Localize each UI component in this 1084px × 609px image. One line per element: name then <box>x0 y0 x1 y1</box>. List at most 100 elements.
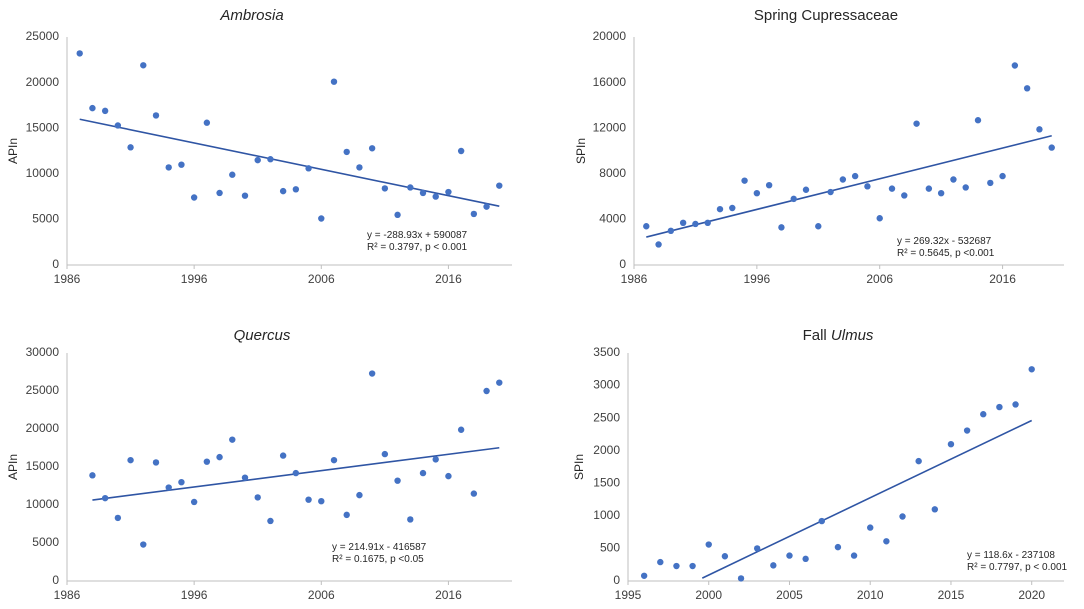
data-point <box>381 185 389 192</box>
data-point <box>815 223 822 230</box>
y-tick-label: 0 <box>52 257 59 271</box>
data-point <box>790 195 797 203</box>
chart-title: Quercus <box>234 327 291 344</box>
x-tick-label: 2016 <box>989 272 1016 286</box>
y-tick-label: 3500 <box>593 345 620 359</box>
data-point <box>165 484 172 491</box>
regression-annotation: y = -288.93x + 590087 <box>367 230 468 241</box>
chart-panel-3: Quercus 0 5000 10000 15000 20000 25000 30000 198… <box>6 327 512 602</box>
data-point <box>318 215 325 222</box>
data-point <box>241 192 249 199</box>
regression-annotation: y = 118.6x - 237108 <box>967 550 1055 561</box>
data-point <box>292 469 300 477</box>
y-axis-label: APIn <box>6 138 20 164</box>
regression-annotation: y = 214.91x - 416587 <box>332 542 427 553</box>
data-point <box>203 119 211 126</box>
chart-title: Fall Ulmus <box>803 327 874 344</box>
y-tick-label: 1500 <box>593 475 620 489</box>
data-point <box>925 185 933 192</box>
data-point <box>279 187 287 195</box>
data-point <box>407 184 414 191</box>
data-point <box>950 176 957 183</box>
data-point <box>1036 126 1043 133</box>
data-point <box>330 456 338 464</box>
data-point <box>229 171 236 178</box>
data-point <box>394 477 401 484</box>
data-point <box>356 491 363 499</box>
data-point <box>279 452 287 459</box>
y-tick-label: 8000 <box>599 166 626 180</box>
data-point <box>888 185 896 192</box>
data-point <box>899 513 906 520</box>
chart-title: Ambrosia <box>219 7 283 24</box>
data-point <box>381 450 389 458</box>
y-tick-label: 20000 <box>593 29 627 43</box>
data-point <box>445 188 452 196</box>
data-point <box>883 538 890 545</box>
x-tick-label: 2010 <box>857 588 884 602</box>
regression-annotation: R² = 0.7797, p < 0.001 <box>967 562 1068 573</box>
data-point <box>254 156 261 164</box>
data-point <box>963 427 971 434</box>
chart-title: Spring Cupressaceae <box>754 7 898 24</box>
regression-annotation: R² = 0.5645, p <0.001 <box>897 248 995 259</box>
data-point <box>850 552 858 559</box>
x-tick-label: 2000 <box>695 588 722 602</box>
data-point <box>721 553 729 560</box>
y-tick-label: 20000 <box>26 421 60 435</box>
data-point <box>851 172 859 180</box>
data-point <box>937 189 945 197</box>
data-point <box>89 104 96 112</box>
x-tick-label: 2015 <box>938 588 965 602</box>
chart-panel-4: Fall Ulmus 0 500 1000 1500 2000 2500 3000 3500 19… <box>572 327 1067 602</box>
data-point <box>765 182 773 189</box>
data-point <box>786 552 793 559</box>
data-point <box>305 496 312 503</box>
x-tick-label: 2005 <box>776 588 803 602</box>
data-point <box>152 112 160 119</box>
data-point <box>101 494 109 502</box>
x-tick-label: 2016 <box>435 588 462 602</box>
y-axis-label: SPIn <box>574 138 588 164</box>
regression-annotation: R² = 0.3797, p < 0.001 <box>367 242 468 253</box>
y-tick-label: 1000 <box>593 508 620 522</box>
data-point <box>368 370 376 377</box>
data-point <box>655 241 662 248</box>
y-tick-label: 5000 <box>32 212 59 226</box>
data-point <box>127 456 134 464</box>
y-tick-label: 3000 <box>593 378 620 392</box>
data-point <box>432 456 439 463</box>
data-point <box>915 457 922 465</box>
x-tick-label: 2020 <box>1018 588 1045 602</box>
data-point <box>1048 144 1055 151</box>
data-point <box>692 220 699 228</box>
y-tick-label: 500 <box>600 541 620 555</box>
trendline <box>701 419 1033 579</box>
x-tick-label: 2006 <box>866 272 893 286</box>
x-tick-label: 2006 <box>308 588 335 602</box>
data-point <box>190 498 198 506</box>
data-point <box>643 223 650 230</box>
y-tick-label: 0 <box>613 573 620 587</box>
data-point <box>470 490 478 497</box>
y-tick-label: 30000 <box>26 345 60 359</box>
data-point <box>778 224 785 231</box>
data-point <box>330 78 338 85</box>
data-point <box>704 219 711 227</box>
data-point <box>827 188 834 196</box>
data-point <box>229 436 236 443</box>
data-point <box>1023 85 1031 92</box>
data-point <box>496 379 503 386</box>
chart-panel-1: Ambrosia 0 5000 10000 15000 20000 25000 1986 199… <box>6 7 512 286</box>
data-point <box>705 541 712 548</box>
data-point <box>876 215 883 222</box>
data-point <box>457 147 465 155</box>
data-point <box>114 122 122 129</box>
y-tick-label: 0 <box>619 257 626 271</box>
y-tick-label: 10000 <box>26 166 60 180</box>
data-point <box>178 161 185 168</box>
data-point <box>165 164 172 171</box>
data-point <box>203 458 211 465</box>
data-point <box>839 176 847 183</box>
